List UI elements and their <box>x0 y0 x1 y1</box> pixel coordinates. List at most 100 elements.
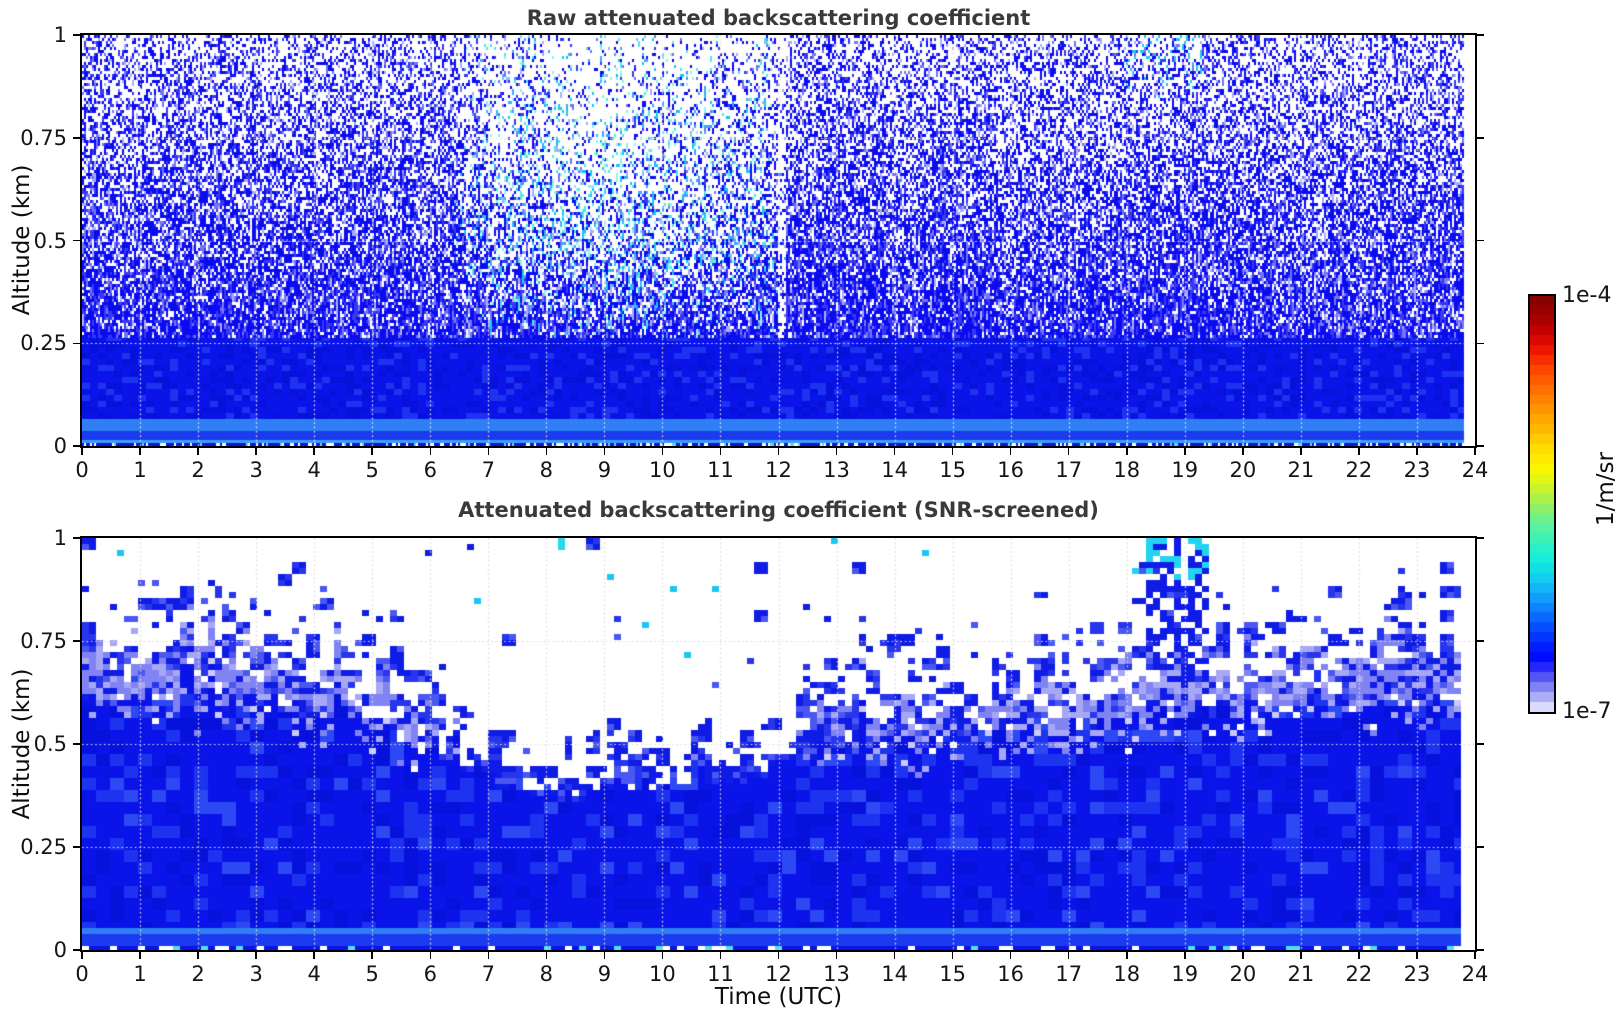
x-tick-mark <box>1300 952 1302 959</box>
x-tick-label: 23 <box>1403 962 1431 986</box>
x-tick-mark <box>603 448 606 455</box>
x-tick-mark <box>661 448 664 455</box>
y-tick-label: 0.75 <box>20 629 67 653</box>
y-tick-mark-right <box>1477 239 1484 242</box>
x-tick-label: 24 <box>1461 962 1489 986</box>
x-tick-mark <box>1067 952 1070 959</box>
x-tick-label: 7 <box>481 458 495 482</box>
x-tick-mark <box>545 448 548 455</box>
x-tick-label: 24 <box>1461 458 1489 482</box>
x-tick-mark <box>313 448 315 455</box>
x-tick-label: 13 <box>823 458 850 482</box>
y-tick-mark <box>73 34 80 36</box>
x-tick-label: 7 <box>481 962 495 986</box>
x-tick-mark <box>197 952 199 959</box>
x-tick-label: 20 <box>1229 458 1257 482</box>
x-tick-label: 21 <box>1287 962 1315 986</box>
x-tick-label: 10 <box>649 962 676 986</box>
y-tick-mark <box>73 239 80 242</box>
x-tick-label: 0 <box>75 458 89 482</box>
x-tick-mark <box>139 952 141 959</box>
y-tick-mark <box>73 342 80 344</box>
x-tick-mark <box>1300 448 1302 455</box>
x-tick-mark <box>313 952 315 959</box>
y-tick-label: 0 <box>53 938 67 962</box>
x-tick-label: 16 <box>997 458 1025 482</box>
x-tick-mark <box>255 448 257 455</box>
x-tick-label: 22 <box>1345 962 1373 986</box>
y-tick-label: 1 <box>53 23 67 47</box>
y-tick-mark <box>73 640 80 642</box>
y-tick-label: 0.25 <box>20 331 67 356</box>
x-tick-mark <box>545 952 548 959</box>
x-tick-label: 23 <box>1403 458 1431 482</box>
raw-panel <box>80 33 1477 448</box>
x-tick-mark <box>1242 952 1244 959</box>
colorbar-min-label: 1e-7 <box>1562 699 1612 724</box>
y-tick-mark-right <box>1477 537 1484 539</box>
y-tick-mark-right <box>1477 846 1484 848</box>
x-tick-label: 12 <box>765 458 792 482</box>
y-tick-label: 0 <box>53 434 67 458</box>
x-tick-mark <box>1416 448 1418 455</box>
x-tick-label: 5 <box>365 962 379 986</box>
y-tick-mark <box>73 949 80 951</box>
x-tick-mark <box>1474 952 1476 959</box>
y-tick-mark <box>73 445 80 447</box>
x-tick-mark <box>1184 448 1186 455</box>
colorbar-unit-label: 1/m/sr <box>1593 452 1619 526</box>
colorbar-max-label: 1e-4 <box>1562 283 1612 308</box>
y-tick-mark-right <box>1477 743 1484 745</box>
x-tick-mark <box>139 448 141 455</box>
x-tick-mark <box>81 448 83 455</box>
y-tick-mark-right <box>1477 949 1484 951</box>
x-tick-label: 12 <box>765 962 792 986</box>
x-tick-label: 20 <box>1229 962 1257 986</box>
x-tick-mark <box>777 448 780 455</box>
x-tick-label: 6 <box>423 458 437 482</box>
x-tick-label: 10 <box>649 458 676 482</box>
x-tick-mark <box>1067 448 1070 455</box>
x-tick-label: 6 <box>423 962 437 986</box>
x-tick-label: 19 <box>1171 458 1199 482</box>
x-tick-label: 3 <box>249 962 263 986</box>
colorbar-canvas <box>1530 296 1554 712</box>
x-tick-mark <box>893 952 896 959</box>
x-tick-label: 2 <box>191 962 205 986</box>
x-tick-mark <box>603 952 606 959</box>
screened-heatmap-canvas <box>82 538 1475 950</box>
x-tick-mark <box>777 952 780 959</box>
y-tick-mark-right <box>1477 342 1484 344</box>
x-tick-mark <box>487 448 490 455</box>
x-tick-mark <box>371 448 373 455</box>
colorbar <box>1528 294 1556 714</box>
x-tick-mark <box>255 952 257 959</box>
x-tick-label: 17 <box>1055 458 1083 482</box>
x-tick-mark <box>1416 952 1418 959</box>
x-tick-mark <box>1126 952 1128 959</box>
x-tick-label: 8 <box>539 458 554 482</box>
y-tick-mark-right <box>1477 34 1484 36</box>
x-tick-mark <box>429 952 431 959</box>
x-tick-label: 14 <box>881 458 908 482</box>
y-tick-mark <box>73 743 80 745</box>
raw-heatmap-canvas <box>82 35 1475 446</box>
x-tick-mark <box>1184 952 1186 959</box>
x-tick-mark <box>487 952 490 959</box>
x-tick-label: 0 <box>75 962 89 986</box>
x-tick-label: 15 <box>939 458 966 482</box>
y-tick-label: 1 <box>53 526 67 550</box>
x-tick-label: 11 <box>707 962 734 986</box>
y-tick-label: 0.5 <box>33 732 67 756</box>
x-tick-label: 4 <box>307 458 321 482</box>
x-tick-mark <box>371 952 373 959</box>
x-tick-mark <box>429 448 431 455</box>
y-tick-label: 0.25 <box>20 835 67 859</box>
x-tick-mark <box>1009 952 1012 959</box>
x-tick-label: 21 <box>1287 458 1315 482</box>
x-tick-label: 11 <box>707 458 734 482</box>
x-tick-mark <box>81 952 83 959</box>
x-tick-mark <box>719 448 722 455</box>
x-tick-label: 18 <box>1113 458 1141 482</box>
